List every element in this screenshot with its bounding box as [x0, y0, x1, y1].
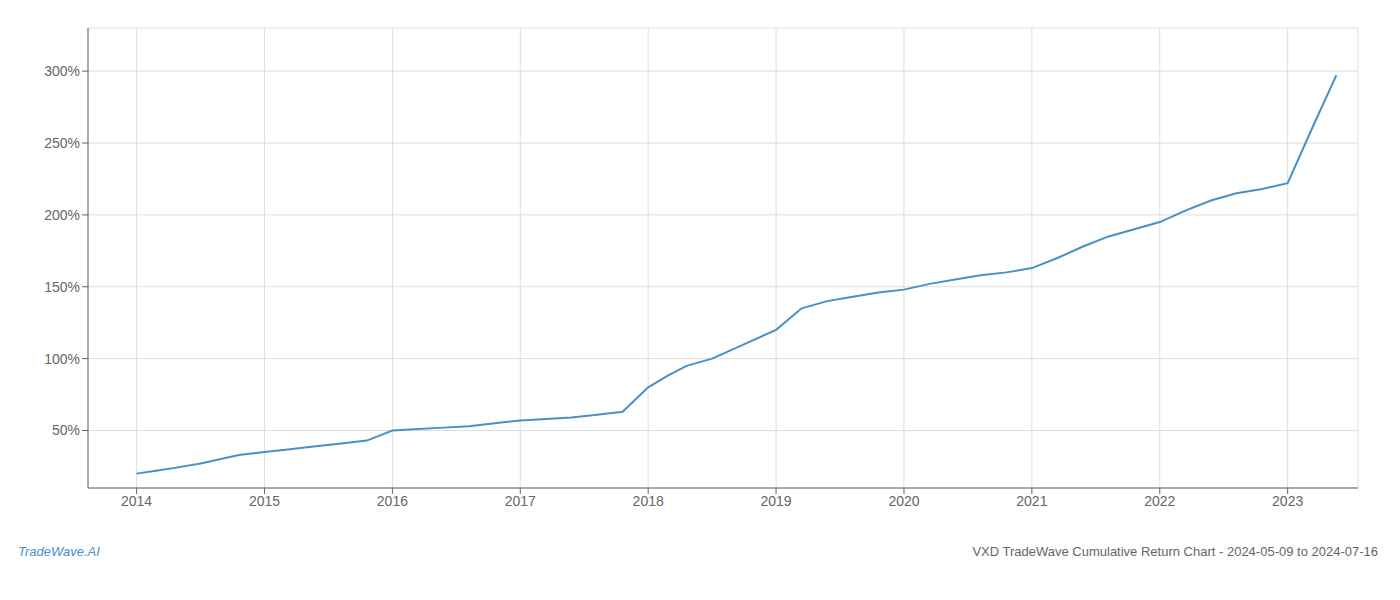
svg-text:100%: 100% — [44, 351, 80, 367]
svg-text:250%: 250% — [44, 135, 80, 151]
html-text:VXD TradeWave Cumulative Retur: VXD TradeWave Cumulative Return Chart - … — [972, 544, 1378, 559]
svg-text:2020: 2020 — [888, 493, 919, 509]
svg-text:2019: 2019 — [760, 493, 791, 509]
svg-text:200%: 200% — [44, 207, 80, 223]
svg-text:2023: 2023 — [1272, 493, 1303, 509]
svg-text:2017: 2017 — [505, 493, 536, 509]
svg-text:2016: 2016 — [377, 493, 408, 509]
svg-text:300%: 300% — [44, 63, 80, 79]
svg-text:2021: 2021 — [1016, 493, 1047, 509]
html-text:TradeWave.AI: TradeWave.AI — [18, 544, 100, 559]
svg-text:2015: 2015 — [249, 493, 280, 509]
svg-text:2022: 2022 — [1144, 493, 1175, 509]
svg-text:150%: 150% — [44, 279, 80, 295]
svg-text:50%: 50% — [52, 422, 80, 438]
svg-text:2014: 2014 — [121, 493, 152, 509]
svg-text:2018: 2018 — [633, 493, 664, 509]
